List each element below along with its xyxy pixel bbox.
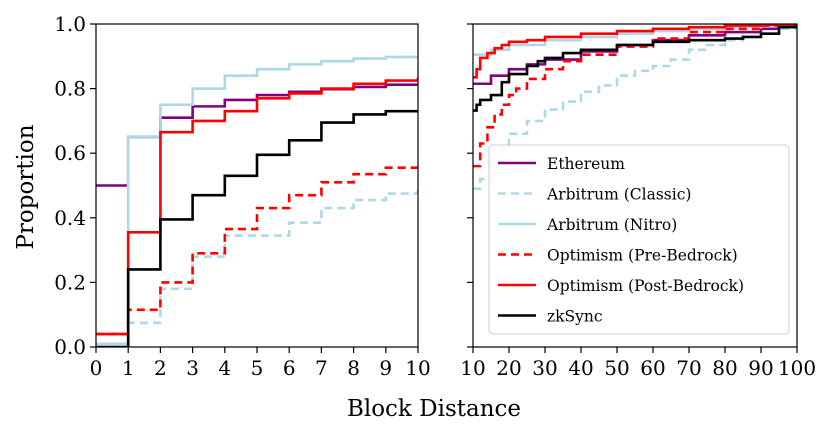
legend: Ethereum Arbitrum (Classic) Arbitrum (Nitr… (488, 144, 790, 335)
x-tick-label: 30 (532, 356, 557, 380)
y-tick-label: 0.2 (54, 270, 86, 294)
y-axis-label: Proportion (13, 124, 39, 249)
legend-label: Optimism (Pre-Bedrock) (547, 247, 738, 265)
y-tick-label: 0.8 (54, 77, 86, 101)
x-tick-label: 40 (568, 356, 593, 380)
x-tick-label: 3 (186, 356, 199, 380)
series-line-zksync (473, 24, 797, 112)
x-tick-label: 50 (604, 356, 629, 380)
x-tick-label: 80 (712, 356, 737, 380)
legend-label: Ethereum (547, 155, 625, 173)
x-tick-label: 70 (676, 356, 701, 380)
x-tick-label: 9 (379, 356, 392, 380)
series-line-zksync (96, 109, 418, 347)
legend-label: zkSync (547, 308, 603, 326)
series-line-optimism-pre-bedrock (96, 166, 418, 336)
x-tick-label: 2 (154, 356, 167, 380)
x-tick-label: 1 (122, 356, 135, 380)
series-line-optimism-post-bedrock (473, 24, 797, 79)
x-tick-label: 0 (90, 356, 103, 380)
series-group (473, 24, 797, 191)
y-tick-label: 1.0 (54, 12, 86, 36)
x-tick-label: 5 (251, 356, 264, 380)
x-tick-label: 10 (460, 356, 485, 380)
panel-left: 0 1 2 3 4 5 6 7 8 9 10 0.0 0.2 0.4 0.6 0.8 1.0 (54, 12, 431, 380)
legend-label: Arbitrum (Nitro) (546, 216, 677, 234)
x-tick-label: 100 (778, 356, 816, 380)
x-tick-label: 8 (347, 356, 360, 380)
panel-right: 10 20 30 40 50 60 70 80 90 100 Ethereum Arbitrum (C… (460, 23, 816, 380)
plot-frame (472, 23, 798, 348)
legend-box (488, 144, 790, 335)
series-group (96, 55, 418, 347)
x-tick-label: 4 (218, 356, 231, 380)
legend-label: Arbitrum (Classic) (546, 186, 691, 204)
x-tick-label: 7 (315, 356, 328, 380)
legend-label: Optimism (Post-Bedrock) (547, 277, 744, 295)
x-tick-label: 10 (405, 356, 430, 380)
y-tick-label: 0.6 (54, 141, 86, 165)
x-tick-label: 6 (283, 356, 296, 380)
x-tick-label: 90 (748, 356, 773, 380)
y-tick-label: 0.4 (54, 206, 86, 230)
series-line-arbitrum-nitro (473, 24, 797, 56)
series-line-arbitrum-nitro (96, 55, 418, 346)
y-tick-label: 0.0 (54, 335, 86, 359)
series-line-arbitrum-classic (96, 188, 418, 346)
x-tick-label: 60 (640, 356, 665, 380)
series-line-optimism-post-bedrock (96, 77, 418, 336)
x-tick-label: 20 (496, 356, 521, 380)
x-axis-label: Block Distance (347, 396, 521, 422)
